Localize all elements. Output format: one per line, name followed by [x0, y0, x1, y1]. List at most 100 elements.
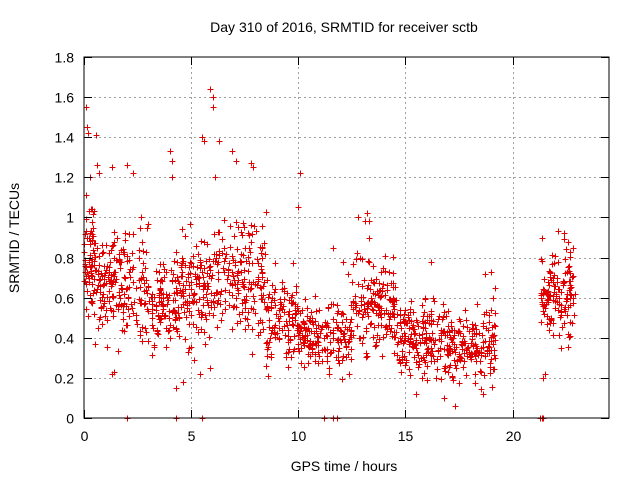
data-point — [418, 355, 425, 362]
data-point — [178, 292, 185, 299]
data-point — [312, 293, 319, 300]
data-point — [216, 229, 223, 236]
data-point — [264, 303, 271, 310]
data-point — [544, 297, 551, 304]
data-point — [480, 391, 487, 398]
data-point — [382, 253, 389, 260]
data-point — [169, 174, 176, 181]
data-point — [214, 300, 221, 307]
data-point — [450, 377, 457, 384]
data-point — [180, 379, 187, 386]
data-point — [165, 328, 172, 335]
data-point — [273, 311, 280, 318]
data-point — [565, 239, 572, 246]
data-point — [542, 371, 549, 378]
data-point — [197, 371, 204, 378]
data-point — [163, 291, 170, 298]
data-point — [145, 283, 152, 290]
data-point — [436, 313, 443, 320]
data-point — [210, 104, 217, 111]
data-point — [478, 386, 485, 393]
data-point — [327, 339, 334, 346]
data-point — [302, 333, 309, 340]
data-point — [136, 255, 143, 262]
data-point — [441, 309, 448, 316]
data-point — [298, 360, 305, 367]
y-tick-label: 0.2 — [55, 371, 75, 387]
data-point — [350, 306, 357, 313]
data-point — [446, 328, 453, 335]
data-point — [211, 304, 218, 311]
data-point — [338, 311, 345, 318]
data-point — [93, 289, 100, 296]
data-point — [301, 364, 308, 371]
data-point — [198, 238, 205, 245]
y-tick-label: 0.6 — [55, 291, 75, 307]
data-point — [327, 350, 334, 357]
data-point — [221, 269, 228, 276]
data-point — [271, 289, 278, 296]
data-point — [221, 245, 228, 252]
data-point — [181, 309, 188, 316]
data-point — [445, 308, 452, 315]
data-point — [550, 293, 557, 300]
data-point — [316, 307, 323, 314]
data-point — [547, 270, 554, 277]
data-point — [241, 284, 248, 291]
data-point — [242, 326, 249, 333]
data-point — [191, 291, 198, 298]
data-point — [178, 264, 185, 271]
data-point — [293, 283, 300, 290]
x-tick-label: 20 — [506, 428, 522, 444]
data-point — [307, 317, 314, 324]
data-point — [424, 346, 431, 353]
data-point — [244, 316, 251, 323]
data-point — [361, 277, 368, 284]
data-point — [462, 307, 469, 314]
data-point — [268, 305, 275, 312]
data-point — [463, 372, 470, 379]
data-point — [313, 308, 320, 315]
data-point — [154, 277, 161, 284]
data-point — [202, 312, 209, 319]
data-point — [325, 304, 332, 311]
data-point — [541, 276, 548, 283]
data-point — [166, 292, 173, 299]
data-point — [137, 332, 144, 339]
data-point — [360, 294, 367, 301]
data-point — [456, 316, 463, 323]
data-point — [258, 263, 265, 270]
data-point — [401, 337, 408, 344]
data-point — [156, 269, 163, 276]
data-point — [185, 271, 192, 278]
data-point — [355, 281, 362, 288]
data-point — [179, 288, 186, 295]
data-point — [121, 274, 128, 281]
data-point — [269, 282, 276, 289]
data-point — [408, 318, 415, 325]
data-point — [373, 276, 380, 283]
data-point — [367, 286, 374, 293]
data-point — [449, 373, 456, 380]
data-point — [150, 325, 157, 332]
data-point — [116, 292, 123, 299]
data-point — [541, 311, 548, 318]
data-point — [260, 283, 267, 290]
data-point — [492, 285, 499, 292]
data-point — [343, 343, 350, 350]
data-point — [246, 260, 253, 267]
data-point — [200, 294, 207, 301]
data-point — [365, 282, 372, 289]
data-point — [166, 315, 173, 322]
data-point — [109, 281, 116, 288]
data-point — [184, 302, 191, 309]
data-point — [339, 319, 346, 326]
data-point — [394, 352, 401, 359]
data-point — [371, 324, 378, 331]
y-tick-label: 1.6 — [55, 90, 75, 106]
data-point — [265, 294, 272, 301]
data-point — [413, 391, 420, 398]
data-point — [424, 363, 431, 370]
data-point — [157, 261, 164, 268]
data-point — [363, 325, 370, 332]
